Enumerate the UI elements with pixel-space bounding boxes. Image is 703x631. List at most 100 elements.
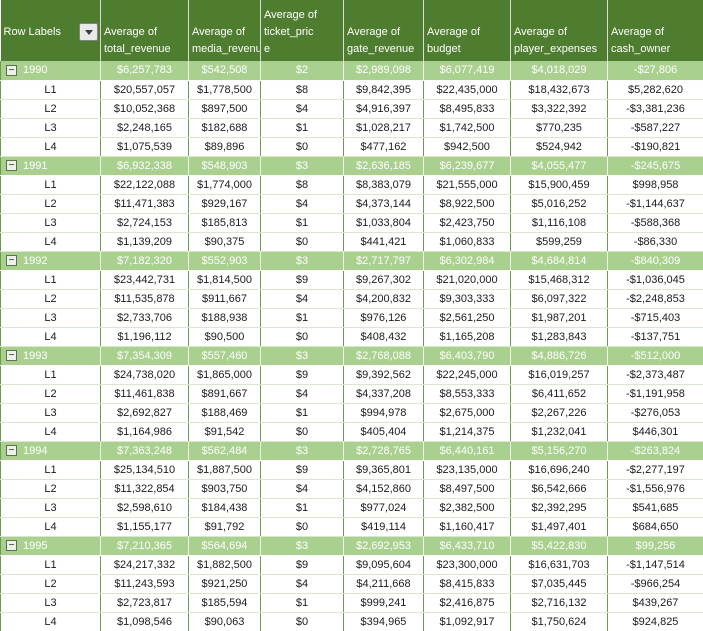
value-cell[interactable]: $2,561,250 [423,308,511,328]
value-cell[interactable]: $24,738,020 [100,365,189,385]
value-cell[interactable]: $1,742,500 [423,118,511,138]
subtotal-value-cell[interactable]: $4,055,477 [510,156,608,176]
value-cell[interactable]: $1,098,546 [100,612,189,631]
subtotal-value-cell[interactable]: $3 [260,156,344,176]
subtotal-value-cell[interactable]: $2,636,185 [343,156,424,176]
value-cell[interactable]: $4 [260,289,344,309]
subtotal-value-cell[interactable]: -$263,824 [607,441,703,461]
level-label-cell[interactable]: L4 [0,612,101,631]
value-cell[interactable]: $891,667 [188,384,261,404]
value-cell[interactable]: $929,167 [188,194,261,214]
value-cell[interactable]: -$587,227 [607,118,703,138]
value-cell[interactable]: $994,978 [343,403,424,423]
subtotal-value-cell[interactable]: $562,484 [188,441,261,461]
subtotal-value-cell[interactable]: $6,932,338 [100,156,189,176]
value-cell[interactable]: $1,092,917 [423,612,511,631]
value-cell[interactable]: $2,733,706 [100,308,189,328]
value-cell[interactable]: $1,075,539 [100,137,189,157]
value-cell[interactable]: $1,214,375 [423,422,511,442]
value-cell[interactable]: $25,134,510 [100,460,189,480]
value-cell[interactable]: $1,865,000 [188,365,261,385]
value-cell[interactable]: $1,060,833 [423,232,511,252]
level-label-cell[interactable]: L1 [0,270,101,290]
value-cell[interactable]: $2,382,500 [423,498,511,518]
subtotal-value-cell[interactable]: $564,694 [188,536,261,556]
value-cell[interactable]: $5,282,620 [607,80,703,100]
level-label-cell[interactable]: L2 [0,479,101,499]
value-cell[interactable]: $1,165,208 [423,327,511,347]
value-cell[interactable]: $91,792 [188,517,261,537]
year-row-label-cell[interactable]: −1994 [0,441,101,461]
value-cell[interactable]: $9,267,302 [343,270,424,290]
value-cell[interactable]: $2,716,132 [510,593,608,613]
value-cell[interactable]: $4,211,668 [343,574,424,594]
value-cell[interactable]: -$190,821 [607,137,703,157]
level-label-cell[interactable]: L4 [0,327,101,347]
value-cell[interactable]: -$86,330 [607,232,703,252]
value-cell[interactable]: -$1,147,514 [607,555,703,575]
subtotal-value-cell[interactable]: $6,403,790 [423,346,511,366]
level-label-cell[interactable]: L2 [0,574,101,594]
subtotal-value-cell[interactable]: $2,717,797 [343,251,424,271]
value-cell[interactable]: $6,097,322 [510,289,608,309]
value-cell[interactable]: $20,557,057 [100,80,189,100]
subtotal-value-cell[interactable]: $6,239,677 [423,156,511,176]
subtotal-value-cell[interactable]: $2 [260,61,344,81]
value-cell[interactable]: $3,322,392 [510,99,608,119]
subtotal-value-cell[interactable]: $2,728,765 [343,441,424,461]
subtotal-value-cell[interactable]: $6,077,419 [423,61,511,81]
subtotal-value-cell[interactable]: $557,460 [188,346,261,366]
value-cell[interactable]: $11,461,838 [100,384,189,404]
year-row-label-cell[interactable]: −1992 [0,251,101,271]
subtotal-value-cell[interactable]: $542,508 [188,61,261,81]
value-cell[interactable]: $2,416,875 [423,593,511,613]
value-cell[interactable]: $11,535,878 [100,289,189,309]
minus-box-icon[interactable]: − [6,350,17,362]
value-cell[interactable]: $998,958 [607,175,703,195]
value-cell[interactable]: -$3,381,236 [607,99,703,119]
level-label-cell[interactable]: L3 [0,118,101,138]
value-cell[interactable]: $911,667 [188,289,261,309]
column-header-ticket-price[interactable]: Average of ticket_pric e [260,0,344,61]
value-cell[interactable]: $16,696,240 [510,460,608,480]
value-cell[interactable]: $541,685 [607,498,703,518]
value-cell[interactable]: $4,200,832 [343,289,424,309]
level-label-cell[interactable]: L2 [0,99,101,119]
value-cell[interactable]: $1,774,000 [188,175,261,195]
value-cell[interactable]: $1 [260,213,344,233]
value-cell[interactable]: $599,259 [510,232,608,252]
value-cell[interactable]: $9,842,395 [343,80,424,100]
value-cell[interactable]: $1,778,500 [188,80,261,100]
minus-box-icon[interactable]: − [6,160,17,172]
subtotal-value-cell[interactable]: $99,256 [607,536,703,556]
value-cell[interactable]: $446,301 [607,422,703,442]
value-cell[interactable]: -$2,277,197 [607,460,703,480]
value-cell[interactable]: $4,373,144 [343,194,424,214]
value-cell[interactable]: $188,938 [188,308,261,328]
column-header-row-labels[interactable]: Row Labels [0,0,101,61]
value-cell[interactable]: -$1,036,045 [607,270,703,290]
value-cell[interactable]: $2,724,153 [100,213,189,233]
value-cell[interactable]: $23,442,731 [100,270,189,290]
value-cell[interactable]: $90,375 [188,232,261,252]
subtotal-value-cell[interactable]: $4,018,029 [510,61,608,81]
value-cell[interactable]: $5,016,252 [510,194,608,214]
value-cell[interactable]: $921,250 [188,574,261,594]
level-label-cell[interactable]: L2 [0,194,101,214]
value-cell[interactable]: $942,500 [423,137,511,157]
value-cell[interactable]: $0 [260,517,344,537]
value-cell[interactable]: $16,631,703 [510,555,608,575]
subtotal-value-cell[interactable]: -$245,675 [607,156,703,176]
value-cell[interactable]: $89,896 [188,137,261,157]
level-label-cell[interactable]: L1 [0,80,101,100]
value-cell[interactable]: $0 [260,612,344,631]
minus-box-icon[interactable]: − [6,445,17,457]
level-label-cell[interactable]: L2 [0,384,101,404]
value-cell[interactable]: $21,555,000 [423,175,511,195]
value-cell[interactable]: $1,882,500 [188,555,261,575]
year-row-label-cell[interactable]: −1990 [0,61,101,81]
value-cell[interactable]: $23,300,000 [423,555,511,575]
value-cell[interactable]: $11,322,854 [100,479,189,499]
value-cell[interactable]: $1,887,500 [188,460,261,480]
value-cell[interactable]: $8,415,833 [423,574,511,594]
